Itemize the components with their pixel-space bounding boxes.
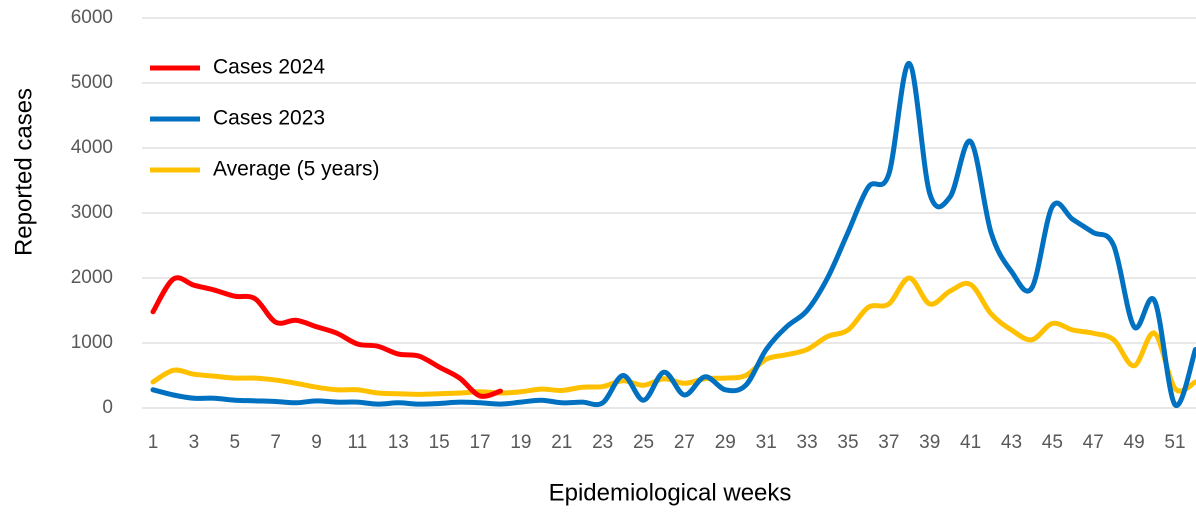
x-tick-label: 31 [756, 432, 777, 453]
y-tick-label: 0 [102, 397, 113, 418]
y-axis-title: Reported cases [10, 88, 37, 256]
y-tick-label: 2000 [71, 267, 113, 288]
x-tick-label: 35 [837, 432, 858, 453]
y-tick-label: 6000 [71, 7, 113, 28]
x-tick-label: 17 [469, 432, 490, 453]
x-tick-label: 15 [429, 432, 450, 453]
legend-label: Average (5 years) [213, 158, 380, 181]
x-tick-label: 25 [633, 432, 654, 453]
x-tick-label: 37 [878, 432, 899, 453]
series-line [150, 60, 1196, 408]
x-tick-label: 13 [388, 432, 409, 453]
x-tick-label: 47 [1083, 432, 1104, 453]
x-tick-label: 5 [229, 432, 240, 453]
x-tick-label: 43 [1001, 432, 1022, 453]
x-tick-label: 33 [797, 432, 818, 453]
y-tick-label: 5000 [71, 72, 113, 93]
x-tick-label: 39 [919, 432, 940, 453]
y-tick-label: 4000 [71, 137, 113, 158]
y-tick-label: 3000 [71, 202, 113, 223]
x-tick-label: 51 [1164, 432, 1185, 453]
x-tick-label: 21 [551, 432, 572, 453]
x-tick-label: 3 [189, 432, 200, 453]
series-line [150, 275, 1196, 397]
x-tick-label: 41 [960, 432, 981, 453]
x-tick-label: 23 [592, 432, 613, 453]
x-tick-label: 11 [348, 432, 368, 453]
legend-label: Cases 2023 [213, 107, 325, 130]
x-tick-label: 9 [311, 432, 322, 453]
x-tick-label: 19 [510, 432, 531, 453]
x-tick-label: 27 [674, 432, 695, 453]
y-tick-label: 1000 [71, 332, 113, 353]
series-line [150, 275, 503, 399]
x-tick-label: 29 [715, 432, 736, 453]
x-axis-title: Epidemiological weeks [549, 479, 792, 506]
x-tick-label: 45 [1042, 432, 1063, 453]
x-tick-label: 49 [1124, 432, 1145, 453]
x-tick-label: 1 [148, 432, 159, 453]
x-tick-label: 7 [270, 432, 281, 453]
legend-label: Cases 2024 [213, 56, 325, 79]
